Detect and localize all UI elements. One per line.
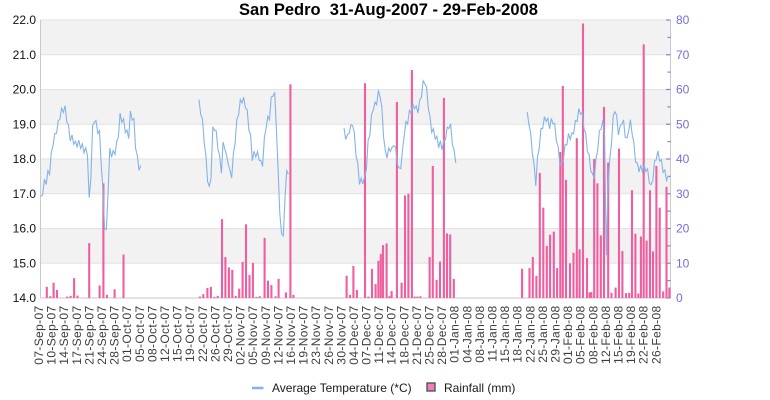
svg-text:Rainfall (mm): Rainfall (mm) bbox=[444, 381, 515, 395]
svg-text:16-Nov-07: 16-Nov-07 bbox=[284, 306, 298, 365]
svg-text:07-Dec-07: 07-Dec-07 bbox=[360, 306, 374, 365]
svg-text:25-Jan-08: 25-Jan-08 bbox=[536, 306, 550, 363]
svg-text:18.0: 18.0 bbox=[13, 152, 37, 166]
svg-text:26-Feb-08: 26-Feb-08 bbox=[649, 306, 663, 365]
svg-text:18-Dec-07: 18-Dec-07 bbox=[397, 306, 411, 365]
svg-text:14-Sep-07: 14-Sep-07 bbox=[57, 306, 71, 365]
svg-text:18-Jan-08: 18-Jan-08 bbox=[511, 306, 525, 363]
svg-text:70: 70 bbox=[676, 48, 690, 62]
svg-text:11-Dec-07: 11-Dec-07 bbox=[372, 306, 386, 364]
svg-text:01-Feb-08: 01-Feb-08 bbox=[561, 306, 575, 365]
svg-text:30-Nov-07: 30-Nov-07 bbox=[334, 306, 348, 365]
svg-text:07-Sep-07: 07-Sep-07 bbox=[32, 306, 46, 365]
svg-text:04-Dec-07: 04-Dec-07 bbox=[347, 306, 361, 365]
svg-text:12-Nov-07: 12-Nov-07 bbox=[271, 306, 285, 365]
svg-text:21-Sep-07: 21-Sep-07 bbox=[82, 306, 96, 365]
svg-text:14-Dec-07: 14-Dec-07 bbox=[385, 306, 399, 365]
svg-text:21.0: 21.0 bbox=[13, 48, 37, 62]
svg-text:14.0: 14.0 bbox=[13, 291, 37, 305]
svg-text:16.0: 16.0 bbox=[13, 222, 37, 236]
svg-text:0: 0 bbox=[676, 291, 683, 305]
svg-text:05-Feb-08: 05-Feb-08 bbox=[574, 306, 588, 365]
svg-text:17.0: 17.0 bbox=[13, 187, 37, 201]
svg-text:19.0: 19.0 bbox=[13, 117, 37, 131]
svg-text:San Pedro 31-Aug-2007 - 29-Fe: San Pedro 31-Aug-2007 - 29-Feb-2008 bbox=[239, 1, 538, 19]
svg-text:17-Sep-07: 17-Sep-07 bbox=[70, 306, 84, 365]
svg-text:10-Sep-07: 10-Sep-07 bbox=[45, 306, 59, 365]
svg-text:15-Oct-07: 15-Oct-07 bbox=[171, 306, 185, 363]
svg-text:50: 50 bbox=[676, 117, 690, 131]
svg-text:12-Oct-07: 12-Oct-07 bbox=[158, 306, 172, 363]
svg-text:05-Nov-07: 05-Nov-07 bbox=[246, 306, 260, 365]
svg-text:28-Dec-07: 28-Dec-07 bbox=[435, 306, 449, 365]
svg-text:20.0: 20.0 bbox=[13, 83, 37, 97]
svg-text:10: 10 bbox=[676, 256, 690, 270]
svg-text:08-Feb-08: 08-Feb-08 bbox=[586, 306, 600, 365]
svg-text:22.0: 22.0 bbox=[13, 13, 37, 27]
svg-text:05-Oct-07: 05-Oct-07 bbox=[133, 306, 147, 363]
svg-text:23-Nov-07: 23-Nov-07 bbox=[309, 306, 323, 365]
svg-text:12-Feb-08: 12-Feb-08 bbox=[599, 306, 613, 365]
svg-text:19-Nov-07: 19-Nov-07 bbox=[297, 306, 311, 365]
svg-text:80: 80 bbox=[676, 13, 690, 27]
svg-text:22-Oct-07: 22-Oct-07 bbox=[196, 306, 210, 363]
svg-text:20: 20 bbox=[676, 222, 690, 236]
svg-text:02-Nov-07: 02-Nov-07 bbox=[234, 306, 248, 365]
svg-text:19-Oct-07: 19-Oct-07 bbox=[183, 306, 197, 363]
svg-text:15-Jan-08: 15-Jan-08 bbox=[498, 306, 512, 363]
svg-text:09-Nov-07: 09-Nov-07 bbox=[259, 306, 273, 365]
svg-text:22-Feb-08: 22-Feb-08 bbox=[637, 306, 651, 365]
svg-text:19-Feb-08: 19-Feb-08 bbox=[624, 306, 638, 365]
svg-text:30: 30 bbox=[676, 187, 690, 201]
svg-text:01-Jan-08: 01-Jan-08 bbox=[448, 306, 462, 363]
svg-text:11-Jan-08: 11-Jan-08 bbox=[486, 306, 500, 362]
svg-text:26-Nov-07: 26-Nov-07 bbox=[322, 306, 336, 365]
svg-text:01-Oct-07: 01-Oct-07 bbox=[120, 306, 134, 363]
svg-text:22-Jan-08: 22-Jan-08 bbox=[523, 306, 537, 363]
svg-text:28-Sep-07: 28-Sep-07 bbox=[108, 306, 122, 365]
svg-text:29-Jan-08: 29-Jan-08 bbox=[549, 306, 563, 363]
svg-text:60: 60 bbox=[676, 83, 690, 97]
svg-text:26-Oct-07: 26-Oct-07 bbox=[208, 306, 222, 363]
svg-text:08-Oct-07: 08-Oct-07 bbox=[145, 306, 159, 363]
svg-text:40: 40 bbox=[676, 152, 690, 166]
svg-text:04-Jan-08: 04-Jan-08 bbox=[460, 305, 474, 362]
svg-text:15.0: 15.0 bbox=[13, 256, 37, 270]
svg-text:08-Jan-08: 08-Jan-08 bbox=[473, 306, 487, 363]
svg-text:29-Oct-07: 29-Oct-07 bbox=[221, 306, 235, 363]
svg-text:25-Dec-07: 25-Dec-07 bbox=[423, 306, 437, 365]
svg-text:Average Temperature (*C): Average Temperature (*C) bbox=[272, 381, 412, 395]
svg-text:24-Sep-07: 24-Sep-07 bbox=[95, 306, 109, 365]
svg-text:21-Dec-07: 21-Dec-07 bbox=[410, 306, 424, 365]
svg-text:15-Feb-08: 15-Feb-08 bbox=[612, 306, 626, 365]
